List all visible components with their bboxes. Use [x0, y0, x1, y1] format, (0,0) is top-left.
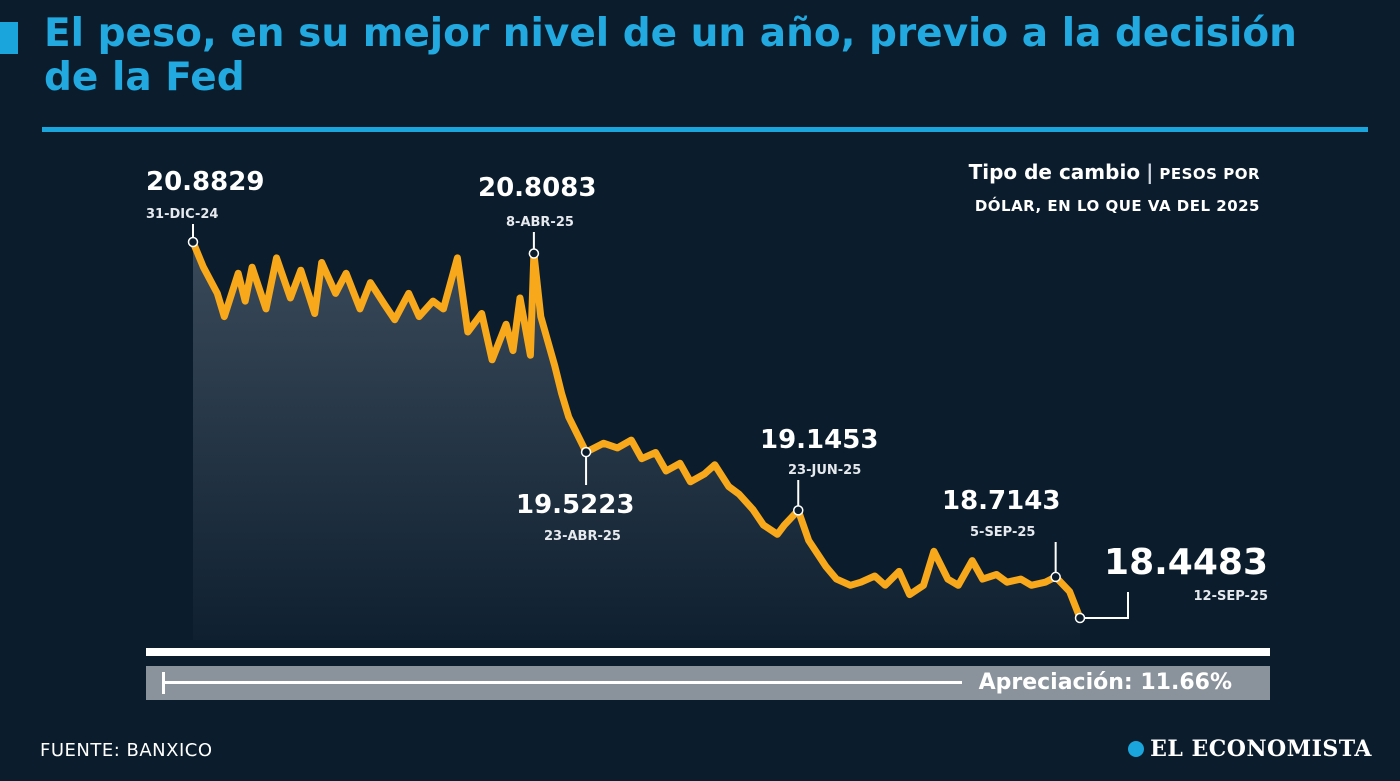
area-fill	[193, 242, 1080, 640]
caption-main: Tipo de cambio	[968, 160, 1141, 184]
annotation-point	[1050, 571, 1061, 583]
annotation-value: 18.7143	[942, 486, 1060, 516]
annotation-date: 31-DIC-24	[146, 207, 218, 222]
chart-caption: Tipo de cambio | PESOS POR DÓLAR, EN LO QU…	[840, 156, 1260, 222]
caption-separator: |	[1146, 160, 1154, 184]
annotation-point	[187, 236, 199, 248]
annotation-date: 12-SEP-25	[1193, 589, 1268, 604]
annotation-value: 18.4483	[1104, 542, 1268, 583]
source-note: FUENTE: BANXICO	[40, 740, 213, 761]
appreciation-line	[162, 681, 962, 684]
annotation-leader-line	[1080, 592, 1129, 619]
chart-title: El peso, en su mejor nivel de un año, pr…	[44, 11, 1297, 100]
annotation-point	[528, 248, 540, 259]
title-divider	[42, 127, 1368, 132]
brand-logo: EL ECONOMISTA	[1128, 736, 1372, 762]
globe-icon	[1128, 741, 1145, 757]
annotation-value: 19.1453	[760, 425, 878, 455]
annotation-date: 23-JUN-25	[788, 463, 861, 478]
caption-sub-line2: DÓLAR, EN LO QUE VA DEL 2025	[974, 197, 1260, 215]
annotation-point	[580, 446, 592, 458]
annotation-date: 8-ABR-25	[506, 215, 574, 230]
annotations-layer: 20.8829 31-DIC-24 20.8083 8-ABR-25 19.5223 23…	[146, 167, 1268, 624]
series-line	[189, 238, 1084, 622]
annotation-value: 20.8083	[478, 173, 596, 203]
annotation-point	[1074, 612, 1086, 624]
brand-name: EL ECONOMISTA	[1150, 736, 1372, 762]
annotation-value: 20.8829	[146, 167, 264, 197]
appreciation-label: Apreciación: 11.66%	[978, 670, 1232, 695]
title-accent-bar	[0, 22, 18, 54]
caption-sub-line1: PESOS POR	[1159, 165, 1260, 183]
appreciation-bar: Apreciación: 11.66%	[146, 666, 1270, 700]
annotation-date: 23-ABR-25	[544, 529, 621, 544]
annotation-value: 19.5223	[516, 490, 634, 520]
annotation-point	[792, 505, 804, 516]
appreciation-top-strip	[146, 648, 1270, 656]
annotation-date: 5-SEP-25	[970, 525, 1035, 540]
